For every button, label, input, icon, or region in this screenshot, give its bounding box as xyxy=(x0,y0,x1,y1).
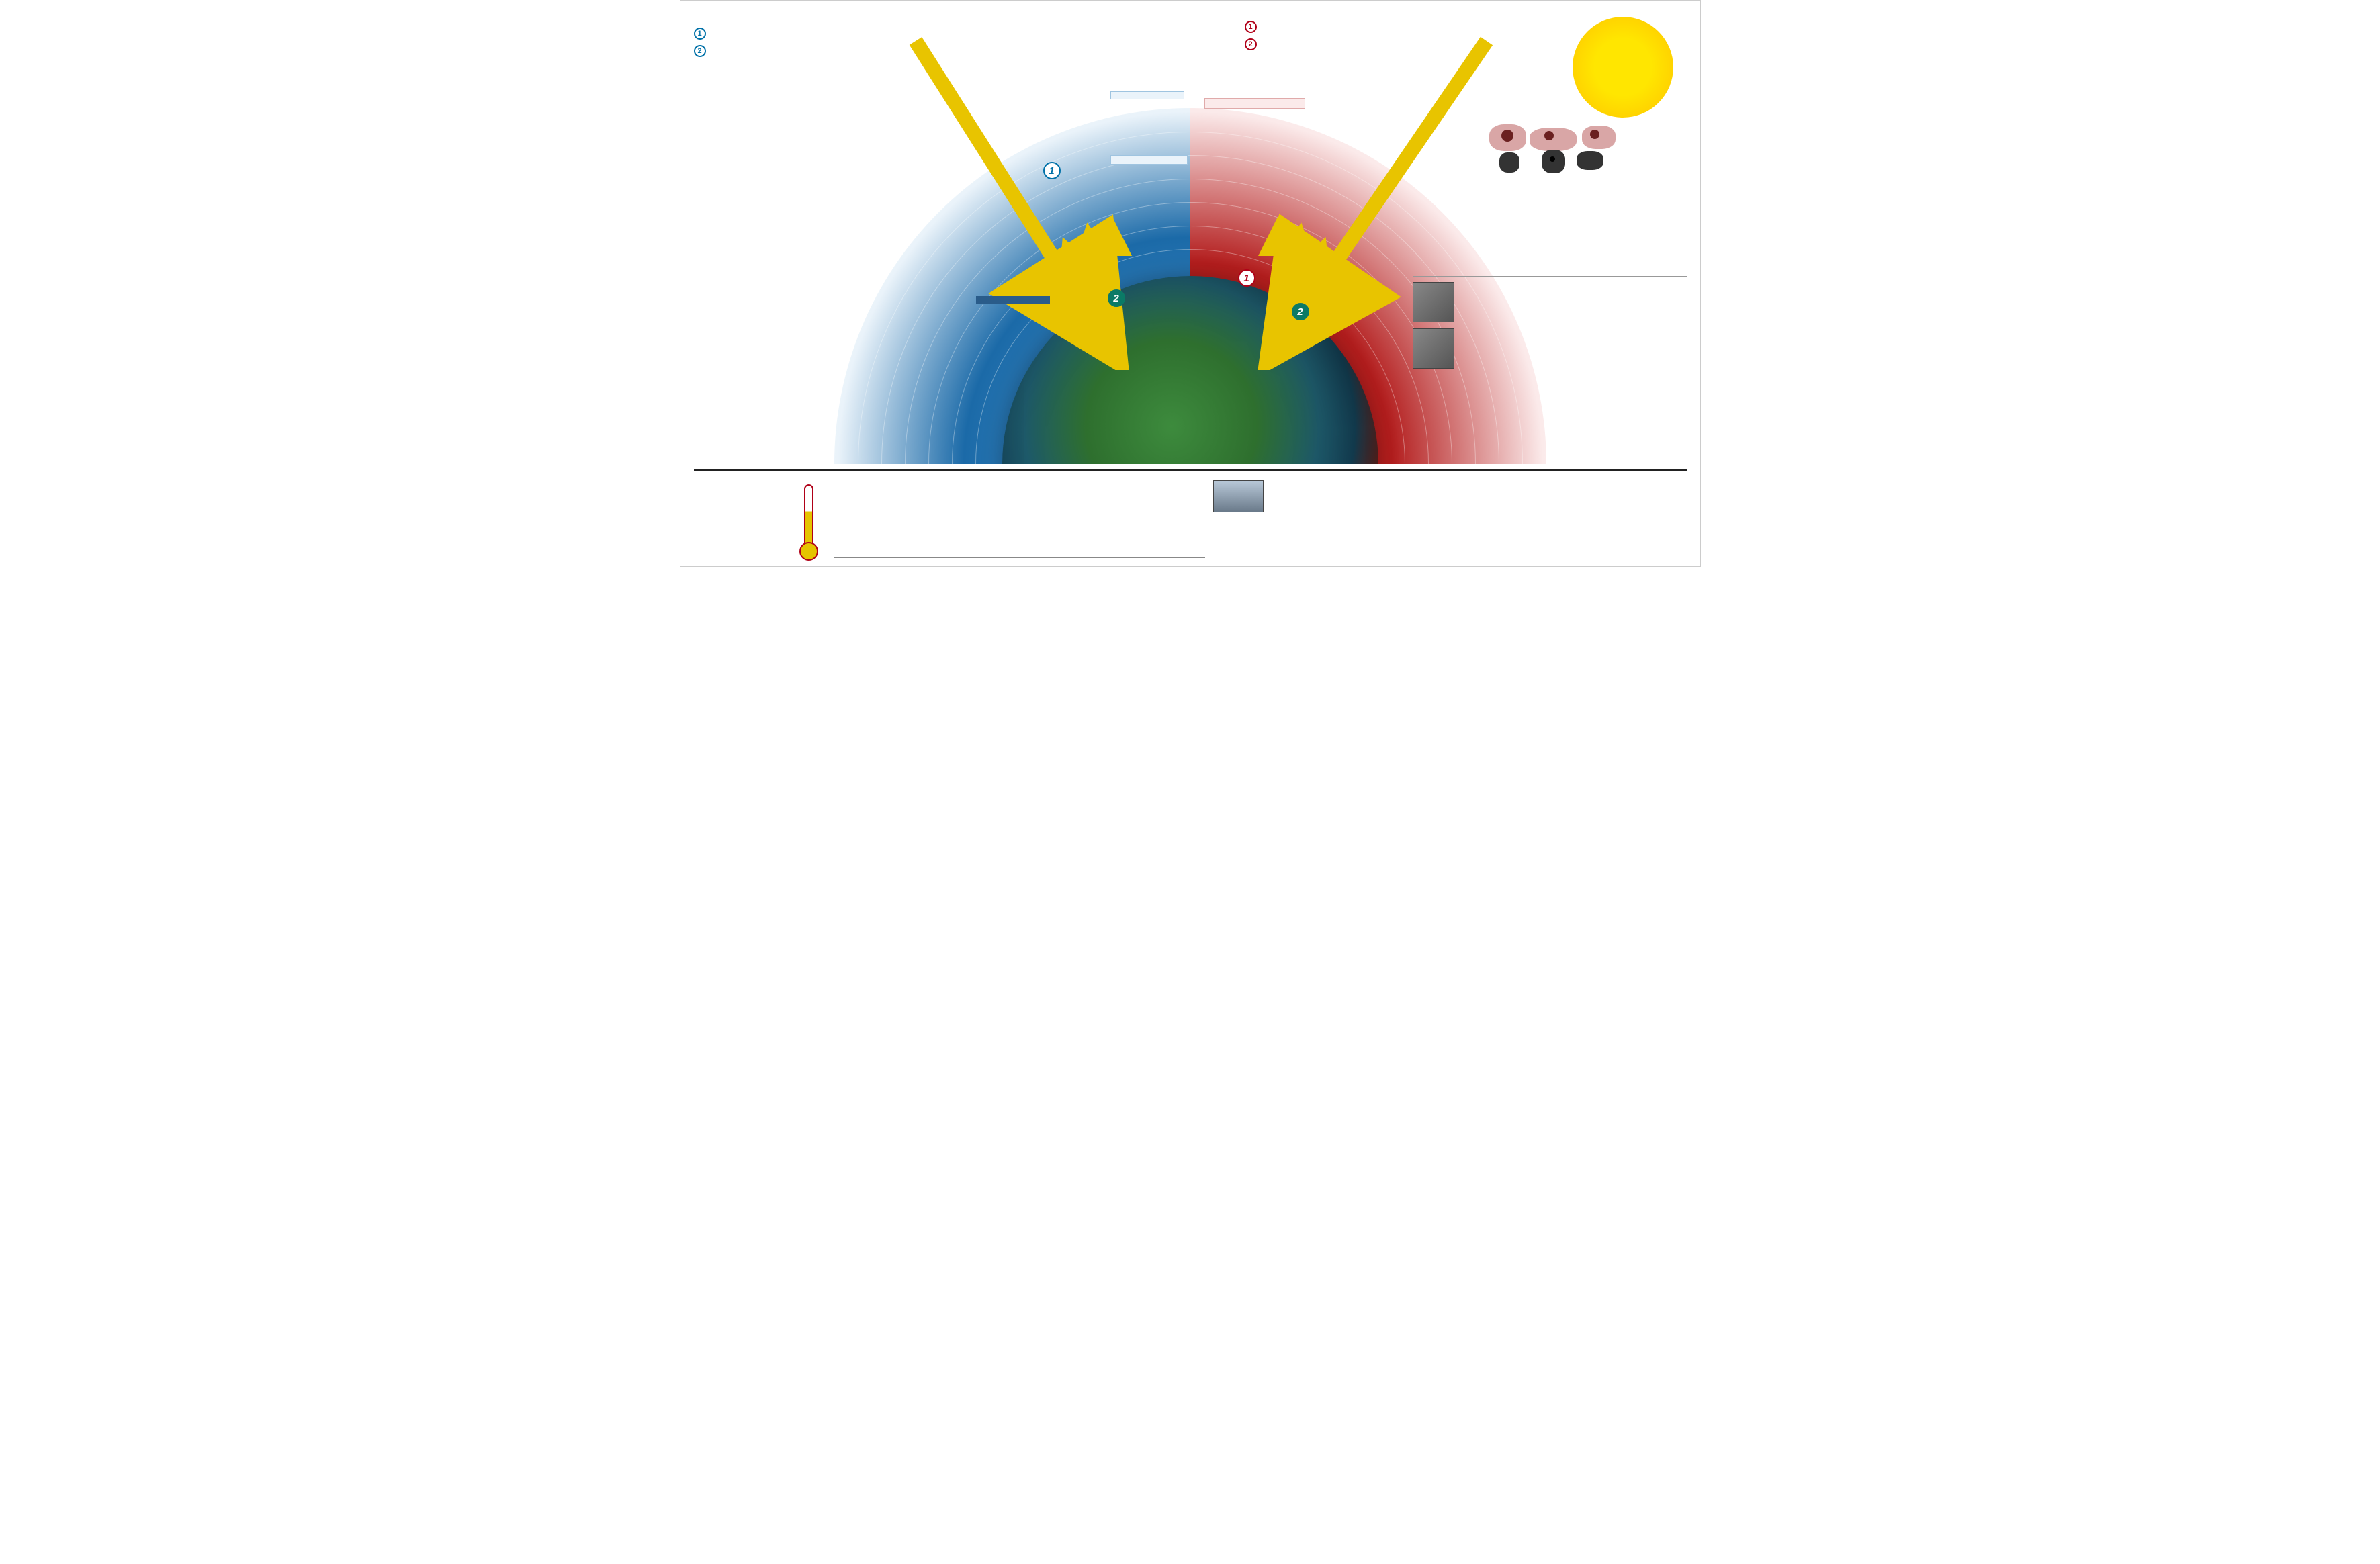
factor-block xyxy=(1225,316,1379,319)
diagram-badge-blue-1: 1 xyxy=(1043,162,1061,179)
variation-block xyxy=(694,476,1206,559)
reflect-note-box xyxy=(976,296,1050,304)
right-step-1-badge: 1 xyxy=(1245,21,1257,33)
right-step-2-badge: 2 xyxy=(1245,38,1257,50)
bottom-row xyxy=(694,469,1687,559)
left-step-1-badge: 1 xyxy=(694,28,706,40)
world-map xyxy=(1483,118,1614,181)
left-step-2-badge: 2 xyxy=(694,45,706,57)
solutions-block xyxy=(1454,476,1686,559)
consequences-block xyxy=(1213,476,1446,559)
photo-city-heat xyxy=(1413,328,1454,369)
effect-block: 1 2 xyxy=(694,21,895,62)
legend-nonindustrial xyxy=(1440,134,1477,140)
thermometer-icon xyxy=(804,484,813,551)
info-box-gases xyxy=(1110,155,1188,165)
emitters-block xyxy=(1440,115,1614,185)
main-diagram: 1 2 1 2 1 2 xyxy=(694,21,1687,464)
atmos-comp xyxy=(694,370,828,371)
info-box-greenhouse-name xyxy=(1110,91,1184,99)
gases-box-red xyxy=(1204,98,1305,109)
activities-block xyxy=(1413,276,1687,371)
right-steps: 1 2 xyxy=(1245,21,1393,56)
temperature-bar-chart xyxy=(834,484,1206,558)
conseq-caption xyxy=(1268,480,1446,514)
diagram-badge-blue-2: 2 xyxy=(1108,289,1125,307)
photo-glacier xyxy=(1213,480,1264,512)
infographic-page: 1 2 1 2 1 2 xyxy=(680,0,1701,567)
legend-industrial xyxy=(1440,118,1477,124)
diagram-badge-red-1: 1 xyxy=(1238,269,1255,287)
photo-deforestation xyxy=(1413,282,1454,322)
